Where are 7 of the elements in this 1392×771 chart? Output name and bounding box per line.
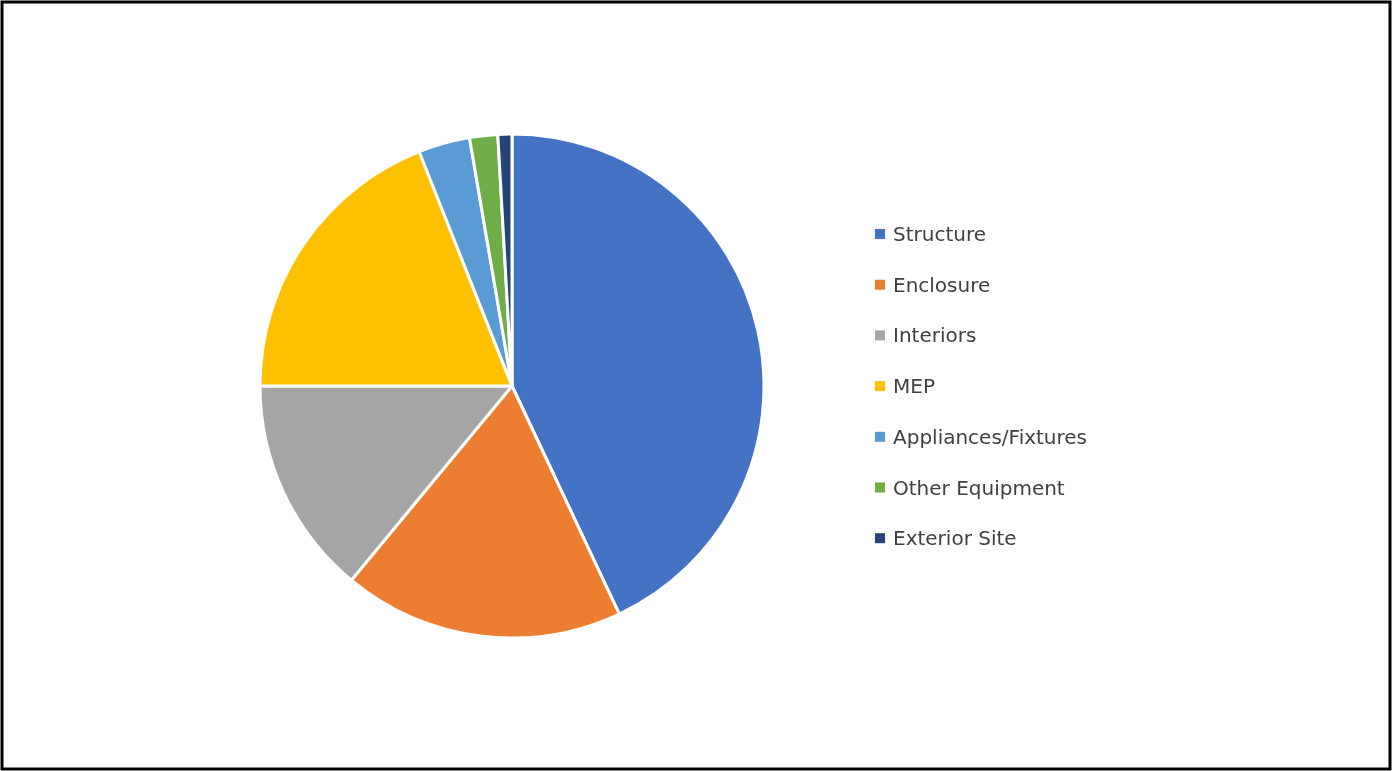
legend-label: Other Equipment xyxy=(893,475,1065,500)
legend-label: Exterior Site xyxy=(893,526,1017,551)
legend-label: Appliances/Fixtures xyxy=(893,424,1088,449)
legend-label: MEP xyxy=(893,374,935,399)
legend-label: Enclosure xyxy=(893,272,991,297)
legend-label: Interiors xyxy=(893,323,977,348)
legend-label: Structure xyxy=(893,222,987,246)
